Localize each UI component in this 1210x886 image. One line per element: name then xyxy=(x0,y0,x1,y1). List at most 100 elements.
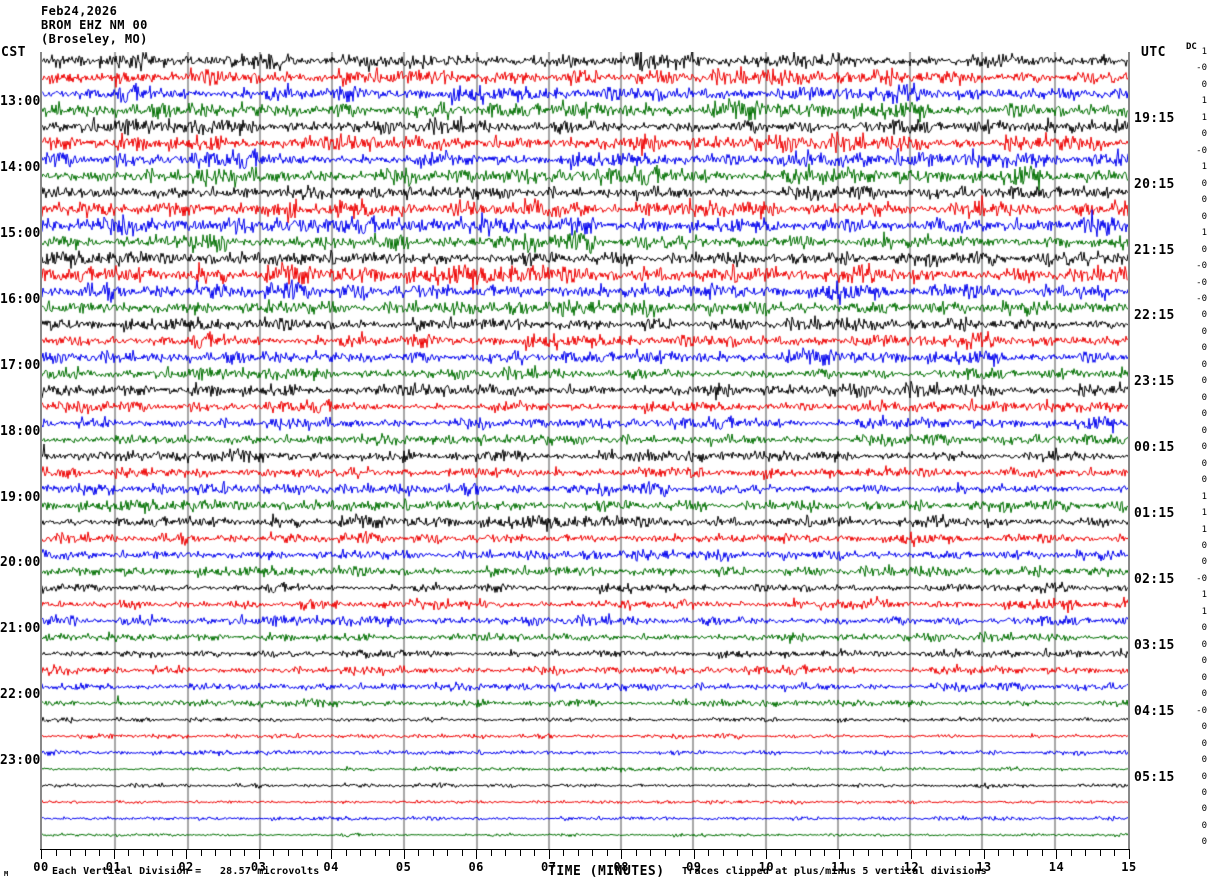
x-tick-label: 13 xyxy=(976,860,992,874)
right-time-label: 23:15 xyxy=(1134,374,1175,390)
dc-value: 0 xyxy=(1201,211,1207,222)
dc-value: 0 xyxy=(1201,557,1207,568)
dc-value: -0 xyxy=(1196,705,1207,716)
x-tick-minor xyxy=(708,850,710,856)
x-tick-minor xyxy=(1085,850,1087,856)
dc-value: 0 xyxy=(1201,310,1207,321)
x-tick-major xyxy=(113,850,115,859)
dc-value: -0 xyxy=(1196,261,1207,272)
x-tick-minor xyxy=(954,850,956,856)
dc-value: 0 xyxy=(1201,359,1207,370)
x-tick-minor xyxy=(171,850,173,856)
x-tick-minor xyxy=(345,850,347,856)
dc-value: 0 xyxy=(1201,755,1207,766)
right-time-label: 01:15 xyxy=(1134,506,1175,522)
x-tick-minor xyxy=(244,850,246,856)
header-date: Feb24,2026 xyxy=(41,4,118,18)
dc-value: 1 xyxy=(1201,590,1207,601)
x-tick-minor xyxy=(1027,850,1029,856)
x-tick-minor xyxy=(360,850,362,856)
x-tick-minor xyxy=(737,850,739,856)
x-tick-label: 11 xyxy=(831,860,847,874)
right-time-label: 02:15 xyxy=(1134,571,1175,587)
dc-value: 0 xyxy=(1201,689,1207,700)
x-tick-minor xyxy=(969,850,971,856)
dc-value: 0 xyxy=(1201,343,1207,354)
dc-value: 1 xyxy=(1201,491,1207,502)
x-tick-minor xyxy=(998,850,1000,856)
x-tick-minor xyxy=(563,850,565,856)
left-time-label: 20:00 xyxy=(0,555,41,571)
dc-value: 0 xyxy=(1201,79,1207,90)
x-tick-minor xyxy=(896,850,898,856)
left-time-label: 18:00 xyxy=(0,423,41,439)
dc-value: 0 xyxy=(1201,129,1207,140)
x-tick-label: 02 xyxy=(178,860,194,874)
dc-value: 0 xyxy=(1201,656,1207,667)
x-tick-minor xyxy=(795,850,797,856)
dc-value: 1 xyxy=(1201,508,1207,519)
x-tick-label: 12 xyxy=(903,860,920,874)
clip-note: Traces clipped at plus/minus 5 vertical … xyxy=(682,866,987,877)
x-tick-minor xyxy=(128,850,130,856)
left-time-label: 17:00 xyxy=(0,357,41,373)
trace-canvas xyxy=(42,52,1128,849)
dc-value: 0 xyxy=(1201,195,1207,206)
x-tick-minor xyxy=(505,850,507,856)
x-tick-major xyxy=(403,850,405,859)
x-tick-minor xyxy=(940,850,942,856)
x-tick-major xyxy=(1129,850,1130,859)
x-tick-minor xyxy=(84,850,86,856)
x-tick-minor xyxy=(389,850,391,856)
left-time-label: 14:00 xyxy=(0,160,41,176)
x-tick-minor xyxy=(650,850,652,856)
x-tick-minor xyxy=(1070,850,1072,856)
dc-value: 0 xyxy=(1201,326,1207,337)
x-tick-major xyxy=(258,850,260,859)
x-tick-label: 07 xyxy=(540,860,557,874)
dc-value: 0 xyxy=(1201,623,1207,634)
x-tick-major xyxy=(693,850,695,859)
x-tick-major xyxy=(838,850,840,859)
left-time-label: 21:00 xyxy=(0,621,41,637)
x-tick-label: 04 xyxy=(323,860,339,874)
x-tick-minor xyxy=(853,850,855,856)
dc-value: 1 xyxy=(1201,228,1207,239)
x-tick-label: 06 xyxy=(468,860,484,874)
header-station: BROM EHZ NM 00 xyxy=(41,18,148,32)
x-tick-label: 08 xyxy=(613,860,629,874)
x-tick-minor xyxy=(925,850,927,856)
dc-value: 0 xyxy=(1201,244,1207,255)
dc-value: 0 xyxy=(1201,409,1207,420)
dc-value: 0 xyxy=(1201,788,1207,798)
dc-value: 0 xyxy=(1201,442,1207,453)
dc-value: 0 xyxy=(1201,738,1207,749)
x-tick-minor xyxy=(519,850,521,856)
right-time-label: 19:15 xyxy=(1134,110,1175,126)
dc-value: 1 xyxy=(1201,47,1207,57)
x-axis-title: TIME (MINUTES) xyxy=(548,864,665,879)
dc-value: 1 xyxy=(1201,112,1207,123)
x-tick-minor xyxy=(316,850,318,856)
x-tick-major xyxy=(621,850,623,859)
dc-value: -0 xyxy=(1196,573,1207,584)
right-time-label: 04:15 xyxy=(1134,703,1175,719)
x-tick-minor xyxy=(606,850,608,856)
x-tick-minor xyxy=(99,850,101,856)
dc-value: 0 xyxy=(1201,722,1207,733)
dc-value: 0 xyxy=(1201,541,1207,551)
dc-value: 1 xyxy=(1201,606,1207,617)
seismogram-plot xyxy=(40,52,1130,849)
x-tick-major xyxy=(476,850,478,859)
x-tick-minor xyxy=(461,850,463,856)
x-tick-minor xyxy=(1099,850,1101,856)
scale-note: Each Vertical Division = 28.57 microvolt… xyxy=(52,866,320,877)
x-tick-minor xyxy=(302,850,304,856)
left-time-label: 16:00 xyxy=(0,292,41,307)
x-tick-minor xyxy=(824,850,826,856)
dc-value: 0 xyxy=(1201,672,1207,683)
x-tick-major xyxy=(911,850,913,859)
right-time-label: 05:15 xyxy=(1134,769,1175,785)
x-tick-minor xyxy=(287,850,289,856)
x-tick-minor xyxy=(374,850,376,856)
